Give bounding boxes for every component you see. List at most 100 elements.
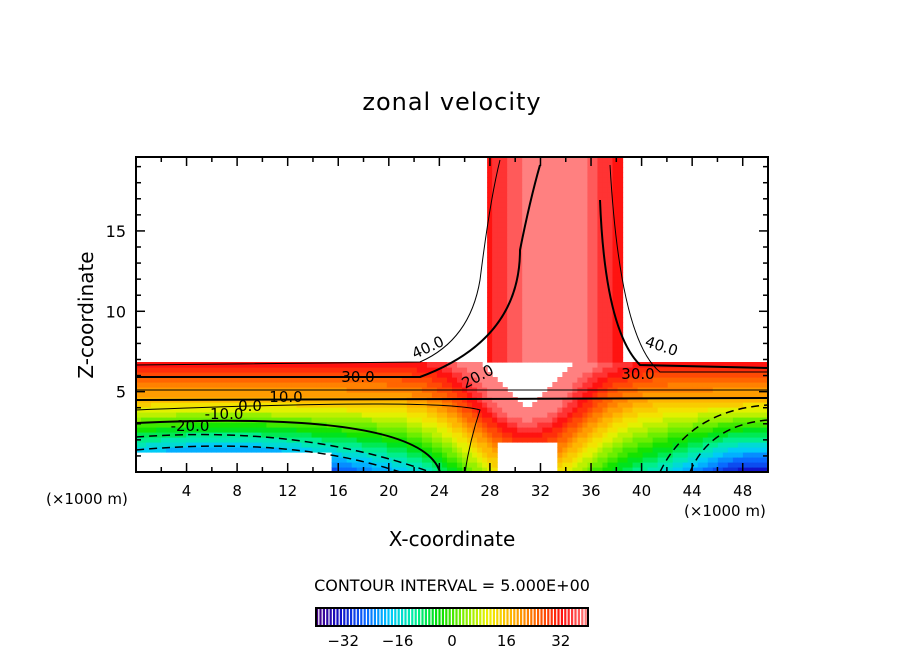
field-cell [697, 377, 704, 383]
field-cell [732, 412, 739, 418]
field-cell [381, 452, 388, 458]
field-cell [642, 447, 649, 453]
field-cell [657, 367, 664, 373]
field-cell [522, 292, 528, 298]
field-cell [627, 362, 634, 368]
field-cell [577, 177, 584, 183]
field-cell [446, 412, 453, 418]
field-cell [517, 187, 523, 193]
field-cell [542, 347, 548, 353]
field-cell [622, 397, 629, 403]
field-cell [507, 202, 513, 208]
field-cell [146, 447, 152, 453]
field-cell [236, 437, 242, 443]
field-cell [527, 432, 533, 438]
field-cell [206, 447, 212, 453]
field-cell [487, 347, 493, 353]
field-cell [572, 372, 578, 378]
field-cell [482, 432, 488, 438]
field-cell [186, 407, 192, 413]
field-cell [436, 407, 443, 413]
field-cell [537, 417, 543, 423]
field-cell [441, 467, 448, 472]
field-cell [276, 422, 283, 428]
field-cell [532, 197, 538, 203]
field-cell [567, 157, 573, 163]
field-cell [607, 462, 614, 468]
field-cell [562, 167, 568, 173]
field-cell [376, 457, 383, 463]
field-cell [346, 392, 353, 398]
field-cell [311, 437, 318, 443]
field-cell [356, 462, 363, 468]
field-cell [507, 277, 513, 283]
field-cell [356, 447, 363, 453]
field-cell [502, 227, 508, 233]
field-cell [612, 157, 619, 163]
field-cell [512, 417, 518, 423]
field-cell [657, 372, 664, 378]
field-cell [241, 417, 247, 423]
field-cell [416, 372, 423, 378]
field-cell [592, 422, 599, 428]
field-cell [577, 222, 584, 228]
field-cell [216, 437, 222, 443]
field-cell [321, 382, 328, 388]
field-cell [527, 212, 533, 218]
field-cell [502, 332, 508, 338]
field-cell [577, 327, 584, 333]
field-cell [602, 402, 609, 408]
field-cell [316, 427, 323, 433]
field-cell [512, 327, 518, 333]
field-cell [346, 437, 353, 443]
field-cell [281, 412, 288, 418]
field-cell [757, 432, 764, 438]
field-cell [487, 427, 493, 433]
field-cell [296, 392, 303, 398]
field-cell [557, 222, 563, 228]
field-cell [577, 457, 584, 463]
field-cell [406, 452, 413, 458]
field-cell [366, 447, 373, 453]
field-cell [747, 432, 754, 438]
field-cell [632, 367, 639, 373]
field-cell [562, 182, 568, 188]
field-cell [542, 227, 548, 233]
field-cell [577, 402, 584, 408]
field-cell [411, 452, 418, 458]
field-cell [602, 227, 609, 233]
field-cell [597, 432, 604, 438]
field-cell [296, 372, 303, 378]
field-cell [502, 287, 508, 293]
field-cell [462, 377, 468, 383]
field-cell [617, 307, 624, 313]
field-cell [477, 372, 483, 378]
field-cell [221, 392, 227, 398]
field-cell [527, 262, 533, 268]
field-cell [266, 407, 273, 413]
field-cell [572, 307, 578, 313]
field-cell [592, 267, 599, 273]
field-cell [136, 427, 142, 433]
field-cell [306, 392, 313, 398]
field-cell [226, 367, 232, 373]
field-cell [587, 457, 594, 463]
field-cell [517, 297, 523, 303]
field-cell [557, 337, 563, 343]
field-cell [567, 257, 573, 263]
field-cell [672, 432, 679, 438]
colorbar-swatch [394, 608, 397, 626]
field-cell [406, 432, 413, 438]
field-cell [351, 392, 358, 398]
field-cell [577, 247, 584, 253]
field-cell [747, 362, 754, 368]
field-cell [206, 392, 212, 398]
field-cell [677, 407, 684, 413]
field-cell [436, 442, 443, 448]
field-cell [497, 222, 503, 228]
field-cell [662, 392, 669, 398]
field-cell [532, 267, 538, 273]
field-cell [366, 407, 373, 413]
field-cell [682, 402, 689, 408]
field-cell [497, 427, 503, 433]
